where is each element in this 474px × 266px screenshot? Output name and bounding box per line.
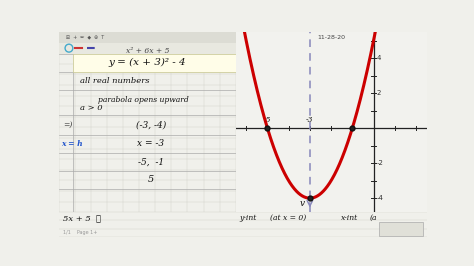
Text: a > 0: a > 0	[81, 104, 103, 112]
Text: (a: (a	[369, 214, 377, 222]
Text: -5,  -1: -5, -1	[138, 157, 164, 166]
Text: x² + 6x + 5: x² + 6x + 5	[126, 47, 169, 55]
Text: -5: -5	[264, 116, 271, 124]
Text: 4: 4	[377, 55, 381, 61]
Text: -4: -4	[377, 195, 383, 201]
Text: -3: -3	[306, 116, 314, 124]
Text: parabola opens upward: parabola opens upward	[98, 96, 189, 105]
Text: y = (x + 3)² - 4: y = (x + 3)² - 4	[109, 58, 186, 68]
Text: ⊞  +  ✏  ◆  ⊕  T: ⊞ + ✏ ◆ ⊕ T	[66, 35, 105, 40]
Bar	[379, 222, 423, 235]
Bar	[59, 32, 236, 43]
Text: (-3, -4): (-3, -4)	[136, 120, 166, 129]
Text: 11-28-20: 11-28-20	[317, 35, 345, 40]
Text: all real numbers: all real numbers	[81, 77, 150, 85]
Text: -2: -2	[377, 160, 383, 166]
Text: 2: 2	[377, 90, 381, 96]
Text: v: v	[300, 199, 305, 208]
Text: =): =)	[63, 121, 72, 129]
Text: x-int: x-int	[341, 214, 358, 222]
Bar	[73, 53, 236, 72]
Text: x = -3: x = -3	[137, 139, 164, 148]
Text: (at x = 0): (at x = 0)	[270, 214, 306, 222]
Bar	[59, 43, 236, 53]
Text: 1/1    Page 1+: 1/1 Page 1+	[63, 230, 97, 235]
Text: x = h: x = h	[61, 140, 82, 148]
Text: 5x + 5  ✓: 5x + 5 ✓	[63, 215, 101, 223]
Text: y-int: y-int	[239, 214, 257, 222]
Text: 5: 5	[148, 175, 154, 184]
